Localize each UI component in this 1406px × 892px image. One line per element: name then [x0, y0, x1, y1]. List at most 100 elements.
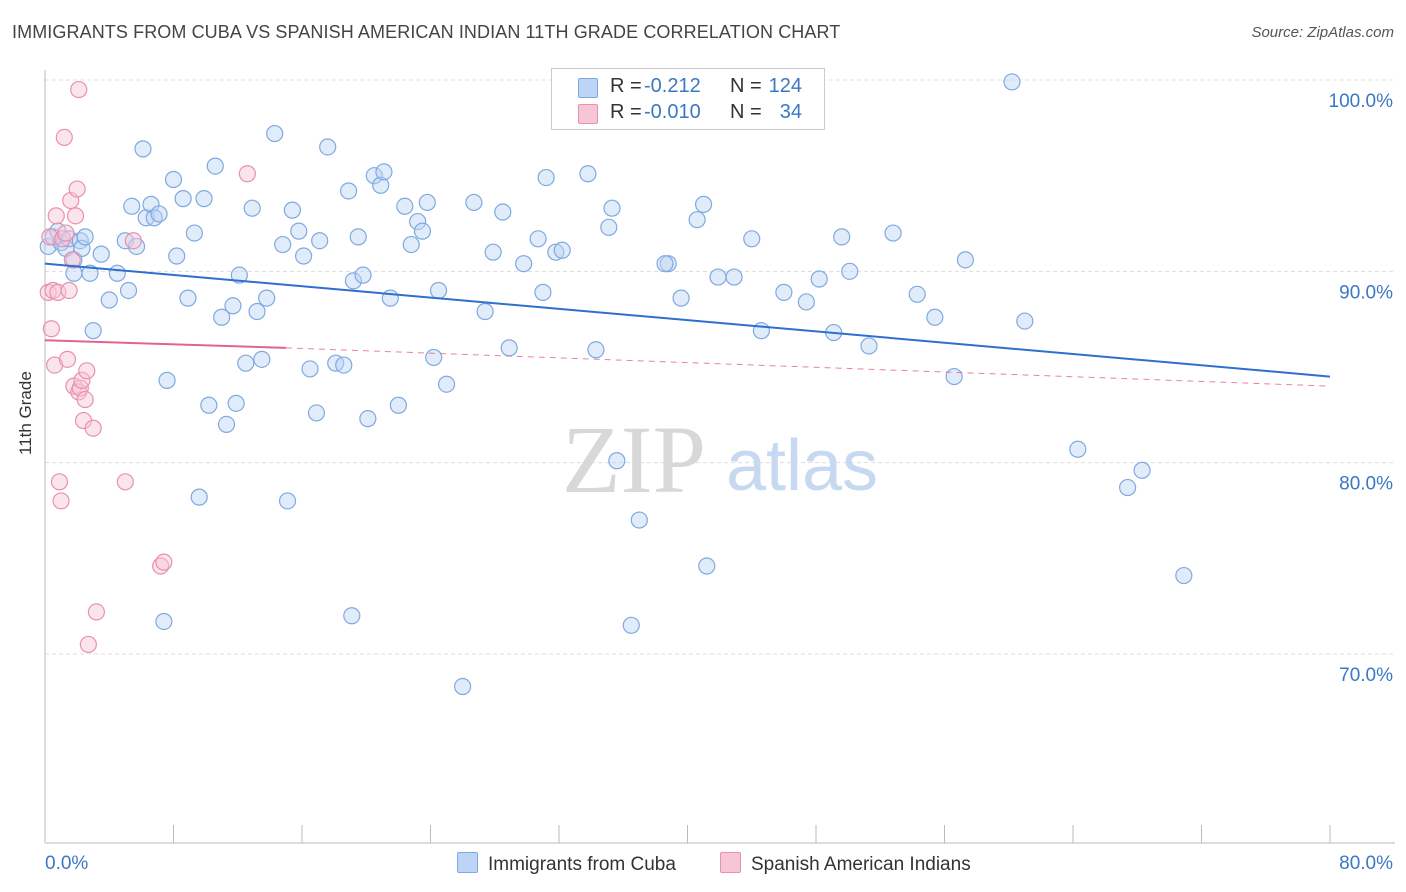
data-point-cuba: [344, 272, 362, 290]
legend: R = -0.212 N = 124 R = -0.010 N = 34: [551, 68, 825, 130]
data-point-cuba: [429, 281, 448, 300]
data-point-cuba: [529, 230, 547, 248]
data-point-spanish-american-indians: [78, 362, 96, 380]
y-tick-label: 100.0%: [1329, 91, 1394, 112]
data-point-cuba: [108, 264, 126, 282]
data-point-cuba: [622, 616, 640, 634]
data-point-cuba: [150, 205, 168, 223]
trend-line-cuba: [44, 262, 1331, 378]
data-point-spanish-american-indians: [116, 473, 134, 491]
x-tick-label: 0.0%: [45, 853, 88, 874]
data-point-cuba: [76, 228, 94, 246]
bottom-legend-spanish-american-indians: Spanish American Indians: [720, 852, 971, 876]
data-point-cuba: [168, 247, 186, 265]
source-label: Source: ZipAtlas.com: [1251, 24, 1394, 41]
data-point-cuba: [841, 262, 859, 280]
x-tick-label: 80.0%: [1339, 853, 1393, 874]
data-point-cuba: [311, 232, 329, 250]
data-point-cuba: [672, 289, 690, 307]
data-point-cuba: [579, 165, 597, 183]
data-point-cuba: [418, 193, 436, 212]
data-point-cuba: [354, 266, 372, 284]
points-layer: [39, 73, 1193, 696]
data-point-cuba: [206, 157, 224, 175]
legend-n-label: N =: [730, 101, 762, 123]
data-point-cuba: [1119, 478, 1137, 497]
data-point-spanish-american-indians: [50, 473, 69, 491]
data-point-cuba: [484, 243, 502, 261]
bottom-legend-label-cuba: Immigrants from Cuba: [488, 854, 676, 875]
data-point-cuba: [860, 337, 878, 355]
data-point-cuba: [389, 396, 407, 414]
data-point-cuba: [1133, 461, 1151, 479]
data-point-cuba: [603, 199, 621, 217]
data-point-cuba: [335, 356, 353, 374]
data-point-cuba: [425, 348, 443, 367]
data-point-cuba: [134, 140, 152, 158]
data-point-cuba: [290, 222, 308, 240]
data-point-cuba: [243, 199, 261, 217]
data-point-cuba: [339, 182, 358, 200]
data-point-cuba: [656, 255, 674, 273]
data-point-cuba: [1016, 312, 1034, 330]
data-point-cuba: [375, 163, 393, 181]
data-point-cuba: [230, 266, 248, 284]
data-point-cuba: [908, 285, 926, 303]
data-point-cuba: [92, 245, 110, 263]
data-point-cuba: [587, 341, 605, 359]
data-point-cuba: [600, 218, 618, 236]
data-point-cuba: [547, 243, 565, 261]
data-point-cuba: [743, 230, 761, 248]
data-point-cuba: [515, 255, 533, 273]
axis-layer: [44, 70, 1395, 844]
y-tick-label: 90.0%: [1339, 282, 1393, 303]
data-point-cuba: [688, 211, 706, 229]
data-point-cuba: [349, 228, 367, 246]
data-point-cuba: [465, 193, 483, 212]
data-point-cuba: [926, 308, 944, 326]
bottom-legend-label-spanish-american-indians: Spanish American Indians: [751, 854, 971, 875]
data-point-cuba: [833, 228, 851, 246]
data-point-spanish-american-indians: [41, 228, 59, 246]
legend-n-label: N =: [730, 75, 762, 97]
data-point-cuba: [258, 289, 276, 307]
data-point-cuba: [278, 492, 297, 510]
data-point-spanish-american-indians: [55, 128, 73, 146]
data-point-cuba: [630, 511, 648, 529]
data-point-cuba: [190, 488, 208, 506]
data-point-spanish-american-indians: [76, 390, 94, 409]
data-point-cuba: [343, 607, 361, 625]
data-point-cuba: [100, 291, 118, 309]
data-point-cuba: [810, 270, 828, 288]
data-point-cuba: [253, 350, 271, 368]
data-point-cuba: [752, 322, 770, 340]
data-point-spanish-american-indians: [47, 207, 65, 225]
data-point-cuba: [797, 293, 815, 311]
data-point-spanish-american-indians: [52, 492, 70, 510]
watermark: ZIP atlas: [562, 406, 878, 513]
data-point-cuba: [283, 201, 301, 219]
legend-r-value: -0.010: [644, 101, 701, 123]
data-point-cuba: [396, 197, 414, 215]
data-point-cuba: [217, 415, 236, 433]
watermark-atlas: atlas: [726, 426, 878, 506]
tick-labels: 70.0% 80.0% 90.0% 100.0% 0.0% 80.0%: [45, 91, 1393, 874]
data-point-spanish-american-indians: [63, 251, 81, 269]
data-point-cuba: [454, 677, 472, 696]
data-point-cuba: [608, 452, 626, 470]
data-point-cuba: [494, 203, 512, 221]
data-point-spanish-american-indians: [87, 603, 106, 621]
legend-n-value: 34: [779, 101, 802, 123]
legend-r-label: R =: [610, 101, 642, 123]
data-point-cuba: [534, 283, 552, 301]
data-point-cuba: [237, 354, 255, 372]
data-point-cuba: [437, 375, 456, 393]
data-point-cuba: [1069, 440, 1087, 458]
data-point-cuba: [84, 322, 102, 340]
data-point-spanish-american-indians: [57, 224, 75, 242]
data-point-cuba: [1003, 73, 1021, 91]
data-point-cuba: [224, 297, 242, 315]
data-point-cuba: [698, 557, 716, 575]
bottom-legend-cuba: Immigrants from Cuba: [457, 852, 676, 876]
